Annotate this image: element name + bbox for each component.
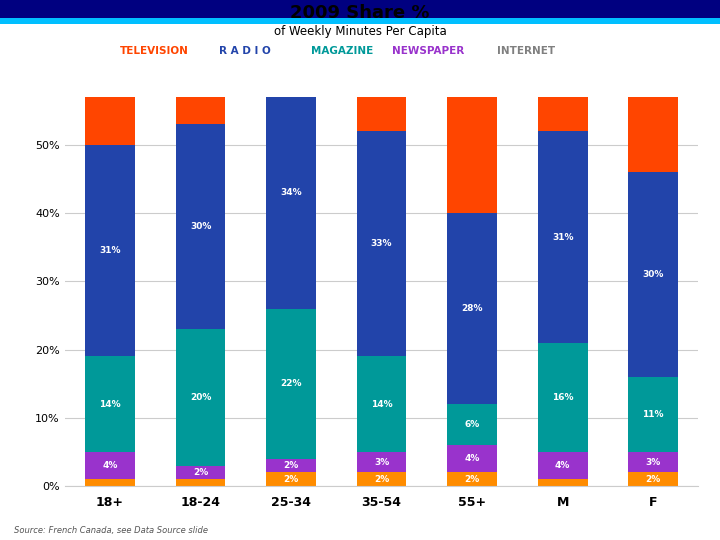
Bar	[176, 125, 225, 329]
Bar	[356, 0, 407, 131]
Bar	[538, 131, 588, 343]
Bar	[538, 479, 588, 486]
Text: MAGAZINE: MAGAZINE	[311, 46, 373, 56]
Text: 31%: 31%	[99, 246, 121, 255]
Bar	[0, 18, 720, 24]
Bar	[266, 309, 316, 458]
Bar	[629, 377, 678, 452]
Text: 6%: 6%	[464, 420, 480, 429]
Text: 4%: 4%	[555, 461, 570, 470]
Text: 30%: 30%	[190, 222, 211, 231]
Bar	[538, 452, 588, 479]
Bar	[85, 145, 135, 356]
Bar	[447, 404, 497, 445]
Bar	[447, 472, 497, 486]
Text: TELEVISION: TELEVISION	[120, 46, 189, 56]
Bar	[629, 111, 678, 486]
Text: Source: French Canada, see Data Source slide: Source: French Canada, see Data Source s…	[14, 525, 208, 535]
Text: 2%: 2%	[284, 475, 299, 484]
Text: 14%: 14%	[99, 400, 121, 409]
Text: 4%: 4%	[464, 454, 480, 463]
Bar	[266, 472, 316, 486]
Bar	[629, 0, 678, 172]
Bar	[266, 458, 316, 472]
Text: 34%: 34%	[280, 188, 302, 197]
Bar	[266, 0, 316, 77]
Bar	[356, 452, 407, 472]
Text: 11%: 11%	[642, 410, 664, 419]
Text: 3%: 3%	[374, 457, 390, 467]
Bar	[85, 479, 135, 486]
Text: 2%: 2%	[646, 475, 661, 484]
Bar	[629, 472, 678, 486]
Bar	[538, 343, 588, 452]
Text: 2%: 2%	[464, 475, 480, 484]
Bar	[356, 131, 407, 356]
Bar	[85, 111, 135, 486]
Text: 33%: 33%	[371, 239, 392, 248]
Bar	[176, 329, 225, 465]
Bar	[447, 111, 497, 486]
Bar	[266, 111, 316, 486]
Bar	[176, 0, 225, 125]
Bar	[447, 0, 497, 213]
Bar	[356, 472, 407, 486]
Bar	[538, 0, 588, 131]
Bar	[538, 111, 588, 486]
Text: 2%: 2%	[193, 468, 208, 477]
Bar	[356, 356, 407, 452]
Text: INTERNET: INTERNET	[497, 46, 554, 56]
Bar	[176, 479, 225, 486]
Text: 30%: 30%	[642, 270, 664, 279]
Text: 22%: 22%	[280, 379, 302, 388]
Text: R A D I O: R A D I O	[219, 46, 271, 56]
Text: 31%: 31%	[552, 233, 573, 241]
Text: 4%: 4%	[102, 461, 118, 470]
Text: 20%: 20%	[190, 393, 211, 402]
Text: 14%: 14%	[371, 400, 392, 409]
Text: NEWSPAPER: NEWSPAPER	[392, 46, 464, 56]
Bar	[266, 77, 316, 309]
Bar	[356, 111, 407, 486]
Bar	[447, 213, 497, 404]
Text: of Weekly Minutes Per Capita: of Weekly Minutes Per Capita	[274, 25, 446, 38]
Text: 2009 Share %: 2009 Share %	[290, 4, 430, 22]
Bar	[85, 356, 135, 452]
Bar	[176, 465, 225, 479]
Bar	[176, 111, 225, 486]
Text: 3%: 3%	[646, 457, 661, 467]
Bar	[447, 445, 497, 472]
Text: 2%: 2%	[284, 461, 299, 470]
Bar	[629, 452, 678, 472]
Text: 16%: 16%	[552, 393, 573, 402]
Bar	[85, 452, 135, 479]
Text: 2%: 2%	[374, 475, 390, 484]
Bar	[629, 172, 678, 377]
Bar	[85, 0, 135, 145]
Text: 39%: 39%	[462, 76, 483, 85]
Text: 28%: 28%	[462, 304, 483, 313]
